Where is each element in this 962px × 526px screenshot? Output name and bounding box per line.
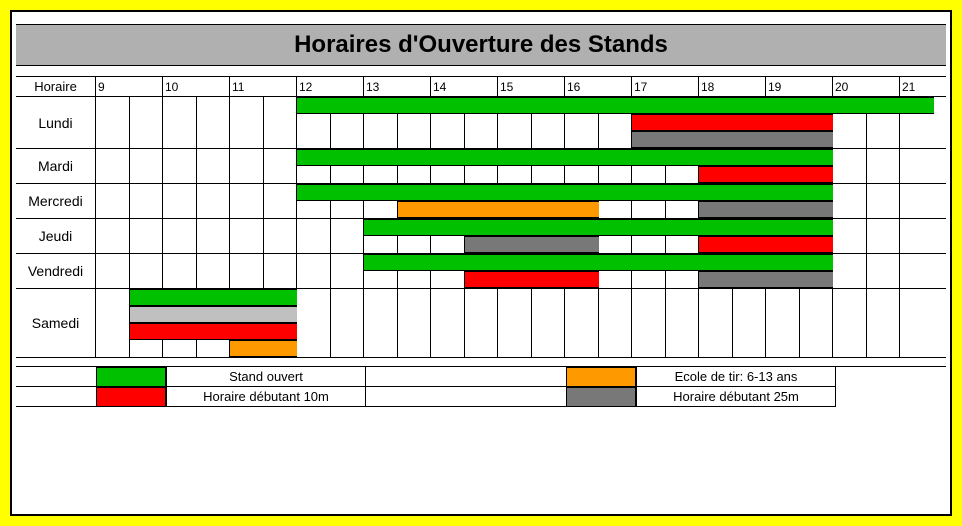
time-bar — [699, 166, 833, 183]
header-row: Horaire 9101112131415161718192021 — [16, 77, 946, 97]
hour-axis: 9101112131415161718192021 — [96, 77, 946, 96]
day-label: Mardi — [16, 149, 96, 183]
legend-spacer — [366, 387, 566, 407]
legend-label: Ecole de tir: 6-13 ans — [636, 367, 836, 387]
time-bar — [632, 131, 833, 148]
legend-label: Horaire débutant 10m — [166, 387, 366, 407]
hour-header-cell: 13 — [364, 77, 431, 96]
track — [96, 271, 946, 288]
time-bar — [398, 201, 599, 218]
legend-label: Stand ouvert — [166, 367, 366, 387]
day-row: Lundi — [16, 97, 946, 149]
track-area — [96, 289, 946, 357]
hour-header-cell: 17 — [632, 77, 699, 96]
track-area — [96, 254, 946, 288]
legend-spacer — [366, 367, 566, 387]
hour-header-cell: 20 — [833, 77, 900, 96]
title: Horaires d'Ouverture des Stands — [16, 24, 946, 66]
hour-header-cell: 18 — [699, 77, 766, 96]
track-area — [96, 97, 946, 148]
track-area — [96, 149, 946, 183]
hour-header-cell: 9 — [96, 77, 163, 96]
hour-header-cell: 19 — [766, 77, 833, 96]
track — [96, 131, 946, 148]
time-bar — [297, 97, 934, 114]
legend: Stand ouvertEcole de tir: 6-13 ansHorair… — [16, 366, 946, 407]
legend-spacer — [16, 387, 96, 407]
time-bar — [699, 201, 833, 218]
track — [96, 254, 946, 271]
hour-header-cell: 14 — [431, 77, 498, 96]
track — [96, 306, 946, 323]
schedule-grid: Horaire 9101112131415161718192021 LundiM… — [16, 76, 946, 358]
day-row: Samedi — [16, 289, 946, 357]
time-bar — [465, 271, 599, 288]
day-row: Mardi — [16, 149, 946, 184]
hour-header-cell: 15 — [498, 77, 565, 96]
time-bar — [297, 184, 833, 201]
legend-swatch — [566, 367, 636, 387]
track-area — [96, 219, 946, 253]
track — [96, 201, 946, 218]
track — [96, 236, 946, 253]
hour-header-cell: 12 — [297, 77, 364, 96]
track — [96, 149, 946, 166]
day-row: Jeudi — [16, 219, 946, 254]
legend-swatch — [566, 387, 636, 407]
time-bar — [632, 114, 833, 131]
track — [96, 219, 946, 236]
time-bar — [130, 289, 298, 306]
track — [96, 340, 946, 357]
day-label: Vendredi — [16, 254, 96, 288]
hour-header-cell: 21 — [900, 77, 934, 96]
legend-swatch — [96, 387, 166, 407]
day-label: Jeudi — [16, 219, 96, 253]
track — [96, 184, 946, 201]
day-label: Samedi — [16, 289, 96, 357]
header-label: Horaire — [16, 77, 96, 96]
time-bar — [699, 271, 833, 288]
time-bar — [699, 236, 833, 253]
day-label: Lundi — [16, 97, 96, 148]
track-area — [96, 184, 946, 218]
day-row: Vendredi — [16, 254, 946, 289]
time-bar — [364, 254, 833, 271]
track — [96, 97, 946, 114]
day-row: Mercredi — [16, 184, 946, 219]
time-bar — [465, 236, 599, 253]
time-bar — [297, 149, 833, 166]
time-bar — [364, 219, 833, 236]
track — [96, 114, 946, 131]
hour-header-cell: 16 — [565, 77, 632, 96]
track — [96, 166, 946, 183]
time-bar — [130, 306, 298, 323]
page-frame: Horaires d'Ouverture des Stands Horaire … — [0, 0, 962, 526]
schedule-panel: Horaires d'Ouverture des Stands Horaire … — [10, 10, 952, 516]
time-bar — [230, 340, 297, 357]
legend-label: Horaire débutant 25m — [636, 387, 836, 407]
legend-spacer — [16, 367, 96, 387]
time-bar — [130, 323, 298, 340]
day-label: Mercredi — [16, 184, 96, 218]
hour-header-cell: 10 — [163, 77, 230, 96]
track — [96, 289, 946, 306]
legend-swatch — [96, 367, 166, 387]
track — [96, 323, 946, 340]
hour-header-cell: 11 — [230, 77, 297, 96]
